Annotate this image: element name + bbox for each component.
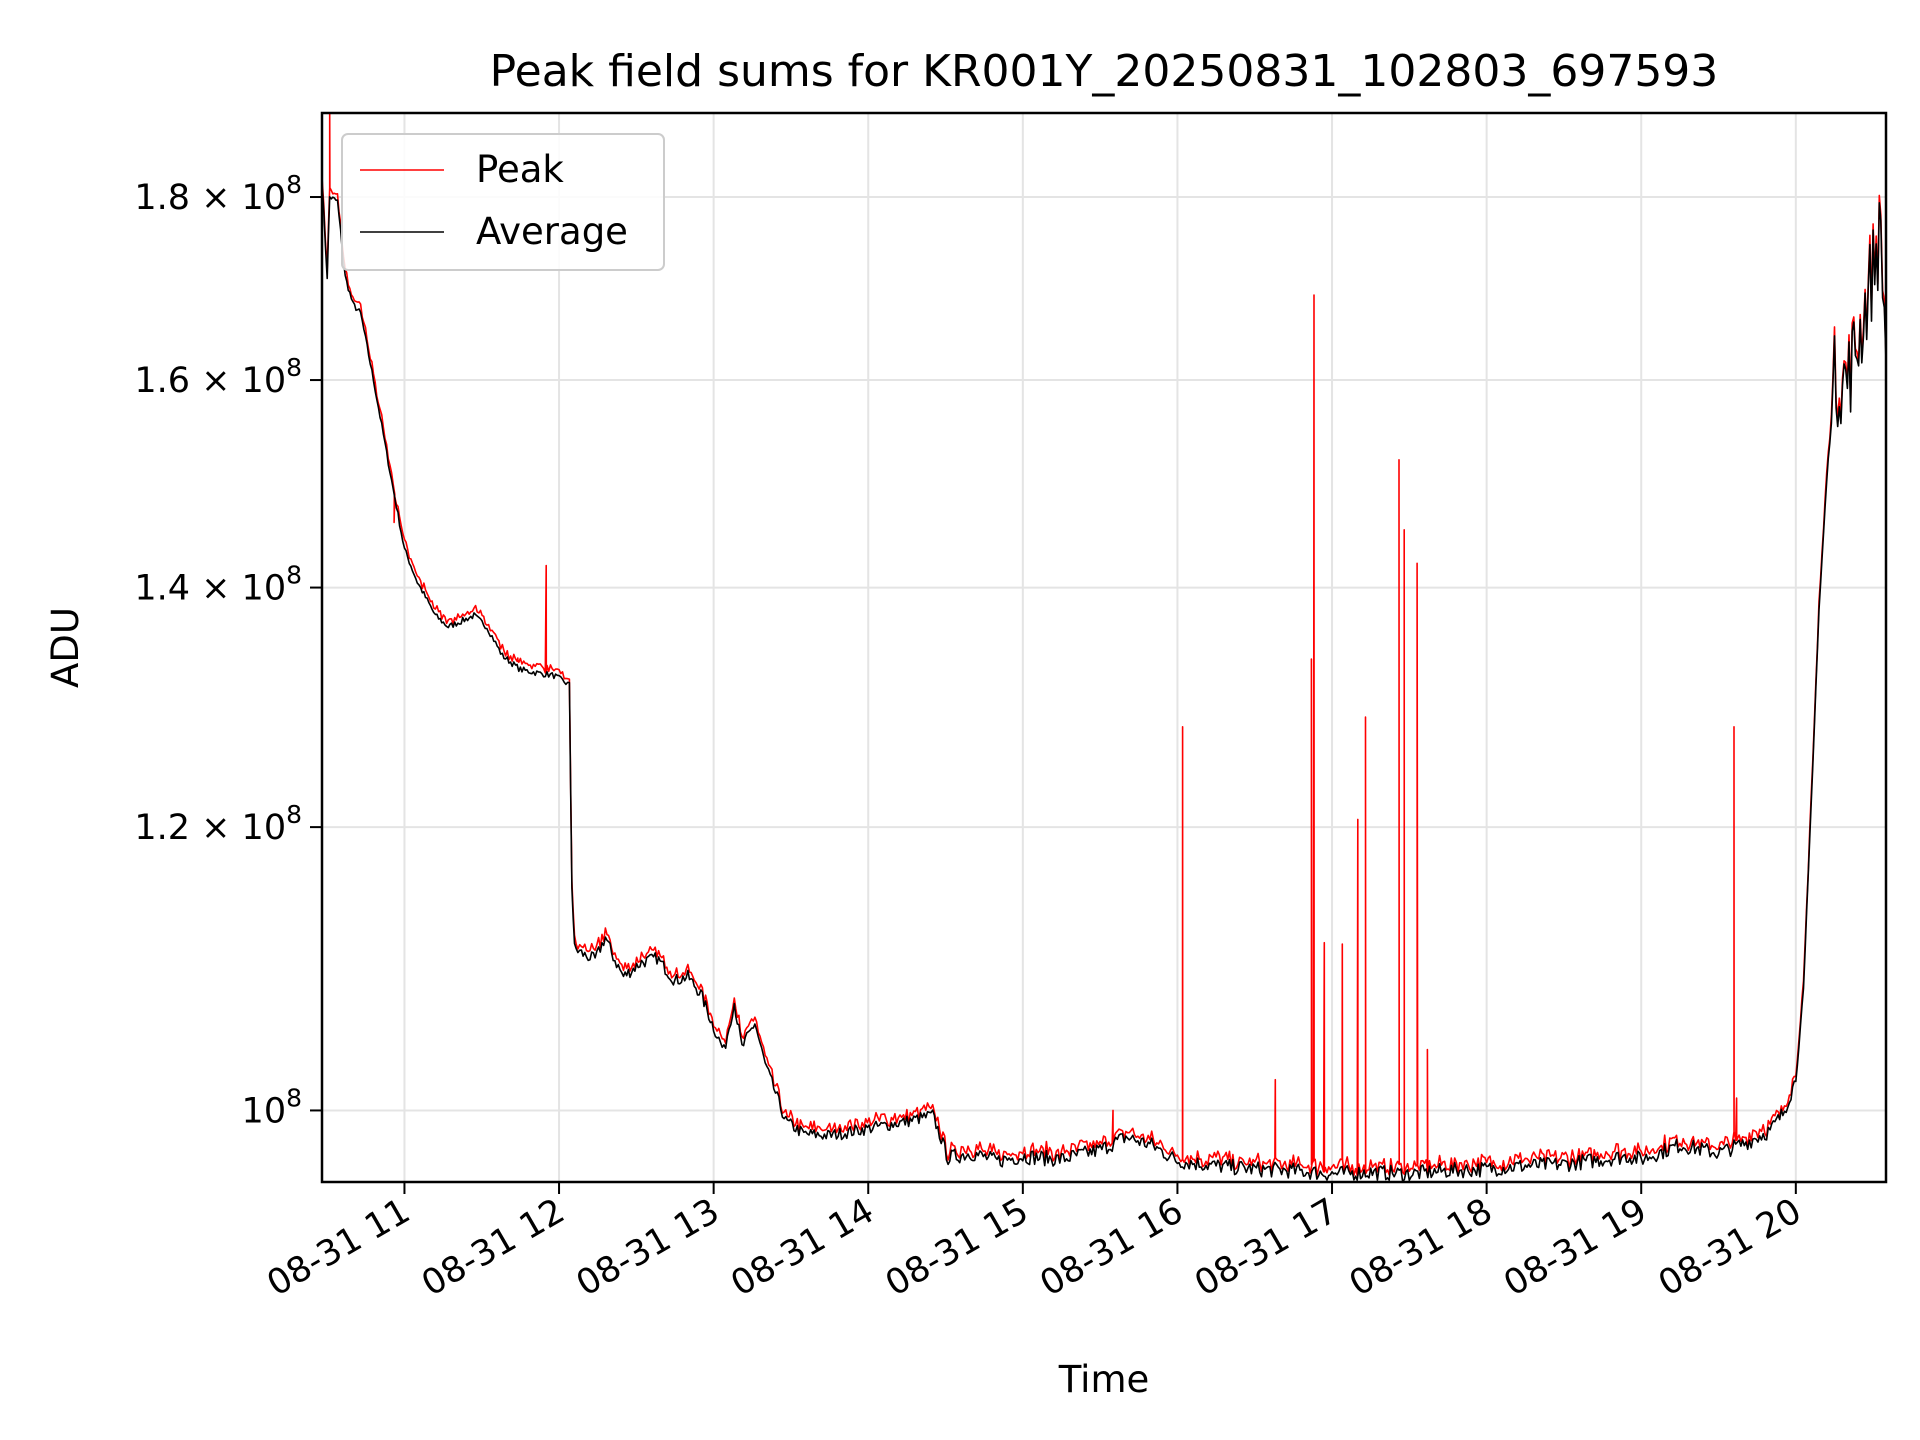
y-axis-label: ADU [44, 607, 87, 688]
series-area [322, 113, 1886, 1182]
legend-peak-label: Peak [476, 148, 564, 191]
legend-box [341, 133, 665, 271]
y-tick-label: 1.4 × 108 [134, 561, 302, 609]
grid [322, 113, 1886, 1182]
plot-frame [320, 111, 1888, 1184]
y-tick-label: 1.6 × 108 [134, 353, 302, 401]
x-axis-label: Time [1058, 1358, 1150, 1401]
y-tick-label: 1.8 × 108 [134, 170, 302, 218]
legend: Peak Average [341, 133, 665, 271]
y-tick-label: 1.2 × 108 [134, 800, 302, 848]
y-tick-label: 108 [242, 1083, 302, 1131]
legend-average-label: Average [476, 210, 628, 253]
average-series-line [322, 182, 1886, 1182]
chart-title: Peak field sums for KR001Y_20250831_1028… [490, 46, 1719, 97]
